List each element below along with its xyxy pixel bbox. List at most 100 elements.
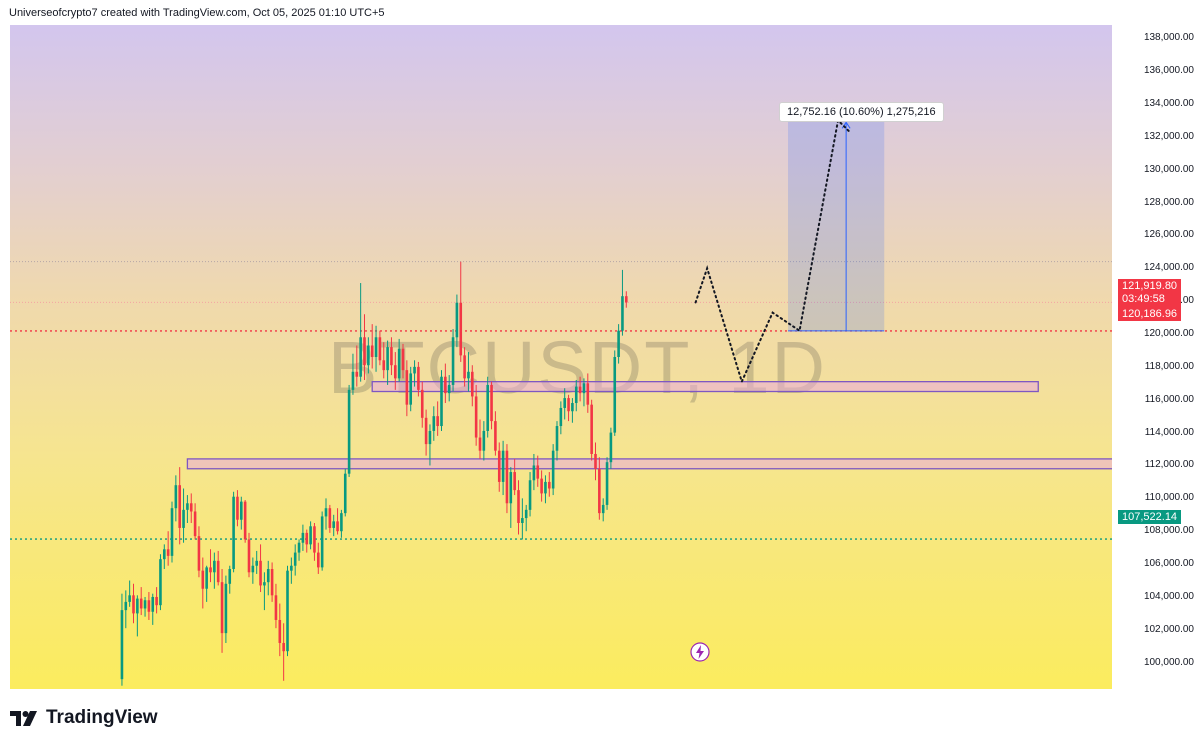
candle-body [355, 371, 359, 377]
candle-body [270, 569, 274, 596]
candle-body [417, 366, 420, 390]
candle-body [278, 619, 282, 643]
candle-body [548, 481, 551, 489]
candle-body [332, 521, 335, 528]
bar-countdown: 03:49:58 [1122, 293, 1165, 305]
y-axis-tick-label: 106,000.00 [1143, 558, 1194, 570]
candle-body [524, 509, 528, 519]
candle-body [497, 450, 501, 482]
candle-body [370, 345, 374, 357]
candle-body [555, 426, 559, 451]
line-price-tag: 120,186.96 [1118, 307, 1182, 321]
candle-body [232, 496, 235, 570]
price-chart-svg[interactable] [10, 25, 1112, 689]
candle-body [474, 396, 478, 438]
candle-body [259, 560, 262, 586]
candle-body [432, 416, 436, 431]
candle-body [455, 302, 459, 338]
support-zone [186, 458, 1112, 470]
y-axis-tick-label: 118,000.00 [1144, 360, 1194, 372]
candle-body [378, 337, 382, 361]
candle-body [582, 383, 586, 394]
candle-body [263, 582, 266, 586]
tradingview-logo[interactable]: TradingView [10, 707, 158, 729]
candle-body [189, 503, 193, 512]
candle-body [228, 569, 232, 584]
candle-body [420, 389, 424, 418]
candle-body [293, 552, 297, 566]
candle-body [305, 532, 309, 545]
candle-body [255, 560, 258, 566]
candle-body [571, 403, 574, 412]
candle-body [186, 503, 189, 510]
candle-body [436, 416, 439, 427]
candle-body [401, 348, 405, 371]
candle-body [532, 465, 536, 481]
candle-body [143, 600, 147, 609]
candle-body [178, 485, 181, 528]
candle-body [482, 430, 486, 451]
chart-header-caption: Universeofcrypto7 created with TradingVi… [9, 7, 385, 19]
candle-body [424, 417, 428, 445]
candle-body [478, 437, 482, 451]
candle-body [174, 485, 178, 509]
candle-body [286, 570, 289, 652]
candle-body [340, 513, 343, 532]
candle-body [494, 421, 497, 451]
candle-body [609, 432, 613, 463]
candle-body [409, 373, 412, 405]
candle-body [601, 504, 605, 514]
candle-body [471, 371, 474, 397]
candle-body [586, 383, 590, 405]
candle-body [313, 526, 316, 553]
candle-body [605, 462, 609, 505]
current-price-tag: 121,919.80 03:49:58 [1118, 279, 1182, 307]
candle-body [336, 521, 339, 532]
chart-pane[interactable]: BTCUSDT, 1D 12,752.16 (10.60%) 1,275,216… [10, 25, 1112, 689]
candle-body [317, 552, 320, 568]
candle-body [220, 582, 224, 634]
candle-body [509, 472, 513, 504]
candle-body [536, 465, 540, 479]
y-axis-tick-label: 138,000.00 [1143, 32, 1194, 44]
y-axis-tick-label: 124,000.00 [1143, 262, 1194, 274]
candle-body [213, 560, 216, 573]
y-axis-tick-label: 108,000.00 [1143, 525, 1194, 537]
price-axis[interactable]: 100,000.00 102,000.00 104,000.00 106,000.00… [1112, 25, 1200, 689]
candle-body [347, 389, 351, 474]
current-price-value: 121,919.80 [1122, 280, 1178, 292]
candle-body [447, 384, 451, 394]
measure-tool-label[interactable]: 12,752.16 (10.60%) 1,275,216 [779, 102, 944, 122]
candle-body [428, 430, 432, 445]
y-axis-tick-label: 114,000.00 [1144, 426, 1194, 438]
candle-body [147, 600, 151, 612]
flash-icon[interactable] [690, 642, 710, 662]
candle-body [243, 501, 247, 540]
candle-body [301, 532, 305, 543]
candle-body [501, 450, 505, 482]
candle-body [159, 559, 162, 606]
candle-body [216, 560, 220, 583]
candle-body [120, 610, 124, 680]
support-zone [371, 381, 1039, 393]
candle-body [328, 508, 332, 528]
candle-body [224, 583, 228, 634]
candle-body [297, 542, 301, 553]
candle-body [324, 508, 328, 517]
candle-body [574, 386, 578, 404]
y-axis-tick-label: 104,000.00 [1143, 590, 1194, 602]
candle-body [320, 516, 324, 568]
candle-body [155, 596, 158, 606]
candle-body [513, 472, 516, 491]
candle-body [266, 569, 270, 583]
candle-body [240, 501, 243, 520]
candle-body [139, 598, 143, 609]
candle-body [544, 481, 547, 494]
candle-body [197, 536, 201, 571]
tradingview-logo-text: TradingView [46, 707, 158, 728]
candle-body [405, 370, 409, 405]
y-axis-tick-label: 126,000.00 [1143, 229, 1194, 241]
candle-body [343, 473, 347, 514]
candle-body [205, 567, 208, 589]
support-price-tag: 107,522.14 [1118, 510, 1182, 524]
